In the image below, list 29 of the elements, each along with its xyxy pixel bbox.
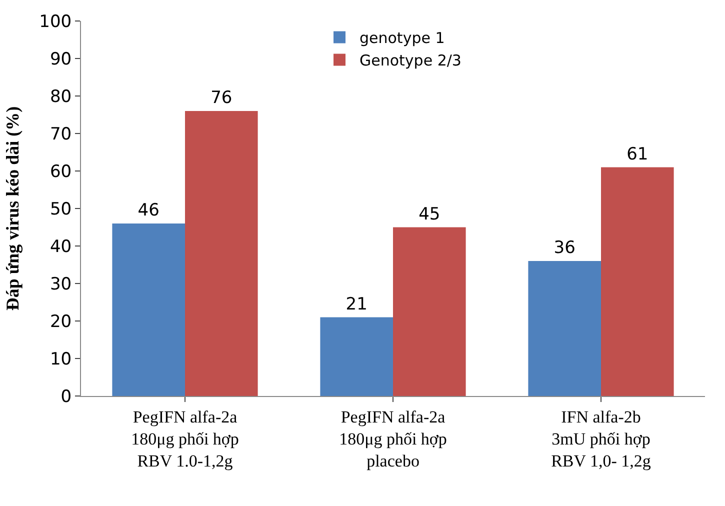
y-tick-label: 70 — [50, 124, 72, 144]
bar — [601, 167, 674, 396]
x-tick-label: IFN alfa-2b 3mU phối hợp RBV 1,0- 1,2g — [551, 407, 652, 471]
data-label: 21 — [346, 294, 368, 314]
bar — [185, 111, 258, 396]
y-tick-label: 80 — [50, 86, 72, 107]
bar — [528, 261, 601, 396]
y-tick-label: 30 — [50, 274, 72, 294]
bar — [393, 227, 466, 396]
data-label: 61 — [626, 144, 648, 164]
bar — [112, 224, 185, 396]
bar — [320, 317, 393, 396]
data-label: 45 — [418, 204, 440, 224]
y-tick-label: 100 — [39, 12, 72, 32]
data-label: 46 — [138, 200, 160, 220]
y-tick-label: 60 — [50, 162, 72, 182]
data-label: 36 — [554, 238, 576, 258]
data-label: 76 — [210, 88, 232, 108]
y-tick-label: 20 — [50, 312, 72, 332]
y-tick-label: 40 — [50, 236, 72, 257]
y-tick-label: 0 — [60, 386, 72, 407]
x-tick-label: PegIFN alfa-2a 180μg phối hợp RBV 1.0-1,2g — [131, 407, 239, 471]
x-tick-label: PegIFN alfa-2a 180μg phối hợp placebo — [339, 407, 447, 471]
y-tick-label: 90 — [50, 49, 72, 70]
legend-label: Genotype 2/3 — [360, 52, 462, 70]
y-tick-label: 10 — [50, 349, 72, 370]
y-axis-title: Đáp ứng virus kéo dài (%) — [2, 106, 22, 311]
y-tick-label: 50 — [50, 199, 72, 220]
legend-label: genotype 1 — [360, 29, 445, 48]
